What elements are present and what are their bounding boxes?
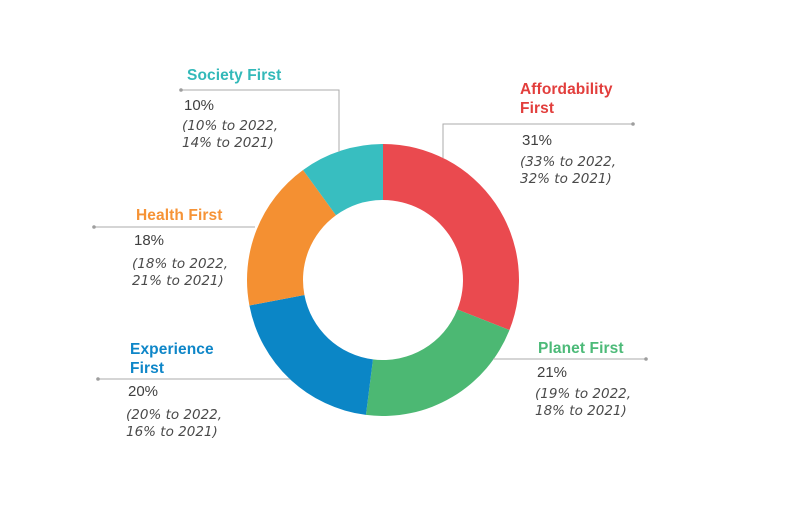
label-society-first-title: Society First	[187, 67, 282, 84]
leader-line-affordability-first	[442, 123, 633, 158]
label-planet-first-percent: 21%	[537, 364, 568, 381]
label-planet-first-note-1: (19% to 2022,	[535, 386, 632, 402]
label-planet-first: Planet First 21% (19% to 2022, 18% to 20…	[535, 339, 695, 420]
label-planet-first-note-2: 18% to 2021)	[535, 403, 627, 419]
label-society-first-percent: 10%	[184, 97, 215, 114]
label-health-first-title: Health First	[136, 207, 223, 224]
slice-planet-first	[365, 309, 510, 417]
leader-dot-society-first	[179, 88, 183, 92]
label-affordability-first-title: Affordability First	[520, 81, 613, 117]
leader-lines	[94, 89, 646, 380]
label-health-first-percent: 18%	[134, 232, 165, 249]
label-affordability-first-percent: 31%	[522, 132, 553, 149]
label-experience-first-percent: 20%	[128, 383, 159, 400]
label-society-first-note-1: (10% to 2022,	[182, 118, 279, 134]
leader-line-society-first	[181, 89, 340, 152]
leader-line-end-dots	[92, 88, 648, 381]
label-experience-first-note-2: 16% to 2021)	[126, 424, 218, 440]
label-experience-first-title: Experience First	[130, 341, 214, 377]
label-society-first: Society First 10% (10% to 2022, 14% to 2…	[182, 66, 354, 152]
label-planet-first-title: Planet First	[538, 340, 624, 357]
label-health-first-note-2: 21% to 2021)	[132, 273, 224, 289]
label-affordability-first-note-1: (33% to 2022,	[520, 154, 617, 170]
slice-society-first	[303, 144, 383, 216]
leader-dot-experience-first	[96, 377, 100, 381]
slice-experience-first	[249, 294, 373, 415]
label-affordability-first-note-2: 32% to 2021)	[520, 171, 612, 187]
label-health-first: Health First 18% (18% to 2022, 21% to 20…	[132, 206, 302, 290]
leader-dot-planet-first	[644, 357, 648, 361]
label-experience-first-note-1: (20% to 2022,	[126, 407, 223, 423]
leader-dot-health-first	[92, 225, 96, 229]
label-society-first-note-2: 14% to 2021)	[182, 135, 274, 151]
slice-affordability-first	[383, 144, 519, 331]
slice-health-first	[247, 169, 336, 306]
donut-slices	[247, 144, 519, 417]
leader-dot-affordability-first	[631, 122, 635, 126]
label-experience-first: Experience First 20% (20% to 2022, 16% t…	[126, 340, 297, 441]
label-health-first-note-1: (18% to 2022,	[132, 256, 229, 272]
label-affordability-first: Affordability First 31% (33% to 2022, 32…	[520, 80, 660, 188]
